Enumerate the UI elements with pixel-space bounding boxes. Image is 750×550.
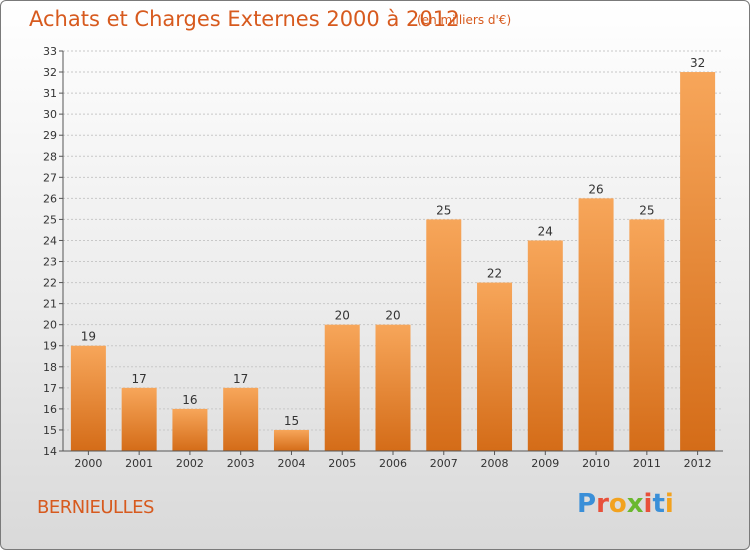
bar-value-label: 24 bbox=[538, 224, 553, 238]
bar-value-label: 17 bbox=[132, 372, 147, 386]
y-axis: 14 15 16 17 18 19 20 21 22 23 24 25 26 27 28 29 30 31 32 33 bbox=[43, 45, 64, 458]
x-tick-label: 2006 bbox=[379, 457, 407, 470]
bar bbox=[172, 408, 208, 451]
y-tick-label: 21 bbox=[43, 298, 57, 311]
chart-subtitle: (en milliers d'€) bbox=[417, 13, 512, 27]
bar bbox=[426, 219, 462, 451]
bar bbox=[223, 387, 259, 451]
y-tick-label: 25 bbox=[43, 213, 57, 226]
logo-letter: x bbox=[626, 489, 644, 519]
y-tick-label: 22 bbox=[43, 277, 57, 290]
y-tick-label: 23 bbox=[43, 256, 57, 269]
bar bbox=[324, 324, 360, 451]
x-tick-label: 2010 bbox=[582, 457, 610, 470]
y-tick-label: 19 bbox=[43, 340, 57, 353]
bar-value-label: 26 bbox=[588, 182, 603, 196]
x-axis: 2000 2001 2002 2003 2004 2005 2006 2007 2008 2009… bbox=[63, 450, 723, 470]
bar bbox=[680, 72, 716, 451]
bar-value-label: 20 bbox=[385, 309, 400, 323]
logo-letter: i bbox=[664, 489, 674, 519]
y-tick-label: 30 bbox=[43, 108, 57, 121]
y-tick-label: 16 bbox=[43, 403, 57, 416]
bar-value-label: 20 bbox=[335, 309, 350, 323]
x-tick-label: 2012 bbox=[684, 457, 712, 470]
y-tick-label: 24 bbox=[43, 234, 57, 247]
bar bbox=[527, 240, 563, 451]
x-tick-label: 2007 bbox=[430, 457, 458, 470]
bar-value-label: 16 bbox=[182, 393, 197, 407]
y-tick-label: 27 bbox=[43, 171, 57, 184]
y-tick-label: 29 bbox=[43, 129, 57, 142]
logo-letter: P bbox=[577, 489, 597, 519]
y-tick-label: 14 bbox=[43, 445, 57, 458]
y-tick-label: 26 bbox=[43, 192, 57, 205]
bar-value-label: 22 bbox=[487, 267, 502, 281]
y-tick-label: 28 bbox=[43, 150, 57, 163]
bar bbox=[629, 219, 665, 451]
place-name: BERNIEULLES bbox=[37, 497, 154, 518]
bar bbox=[375, 324, 411, 451]
proxiti-logo[interactable]: Proxiti bbox=[577, 489, 674, 519]
bar-value-label: 17 bbox=[233, 372, 248, 386]
y-tick-label: 20 bbox=[43, 319, 57, 332]
y-tick-label: 31 bbox=[43, 87, 57, 100]
bar bbox=[121, 387, 157, 451]
value-labels: 19 17 16 17 15 20 20 25 22 24 26 25 32 bbox=[81, 56, 706, 428]
bar bbox=[477, 282, 513, 451]
bar-value-label: 25 bbox=[436, 203, 451, 217]
bar-value-label: 32 bbox=[690, 56, 705, 70]
y-tick-label: 15 bbox=[43, 424, 57, 437]
logo-letter: o bbox=[608, 489, 627, 519]
bar-value-label: 25 bbox=[639, 203, 654, 217]
y-tick-label: 33 bbox=[43, 45, 57, 58]
x-tick-label: 2001 bbox=[125, 457, 153, 470]
chart-title: Achats et Charges Externes 2000 à 2012 bbox=[29, 7, 460, 31]
bar bbox=[273, 429, 309, 451]
x-tick-label: 2009 bbox=[531, 457, 559, 470]
y-tick-label: 18 bbox=[43, 361, 57, 374]
x-tick-label: 2004 bbox=[277, 457, 305, 470]
bar bbox=[578, 198, 614, 451]
y-tick-label: 32 bbox=[43, 66, 57, 79]
x-tick-label: 2003 bbox=[227, 457, 255, 470]
bars bbox=[70, 72, 716, 451]
y-tick-label: 17 bbox=[43, 382, 57, 395]
x-tick-label: 2002 bbox=[176, 457, 204, 470]
logo-letter: r bbox=[596, 489, 609, 519]
x-tick-label: 2008 bbox=[481, 457, 509, 470]
x-tick-label: 2005 bbox=[328, 457, 356, 470]
logo-letter: i bbox=[643, 489, 653, 519]
bar-value-label: 15 bbox=[284, 414, 299, 428]
bar-value-label: 19 bbox=[81, 330, 96, 344]
x-tick-label: 2000 bbox=[74, 457, 102, 470]
logo-letter: t bbox=[652, 489, 665, 519]
bar bbox=[70, 345, 106, 451]
x-tick-label: 2011 bbox=[633, 457, 661, 470]
